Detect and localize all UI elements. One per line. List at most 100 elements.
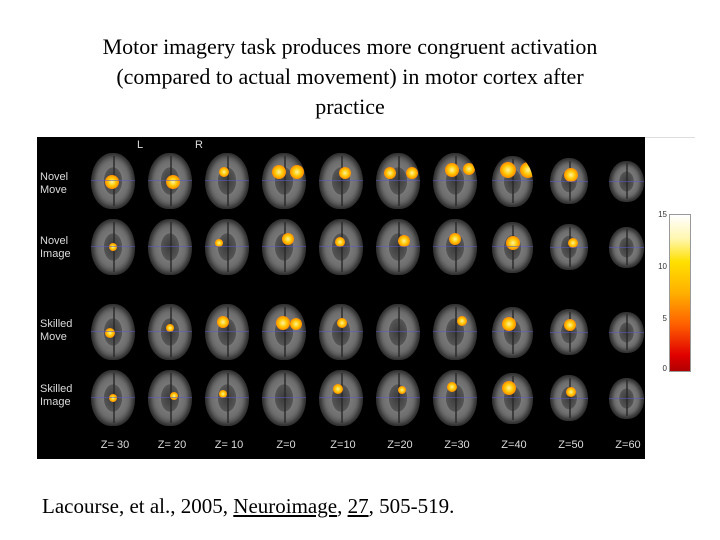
brain-slice bbox=[608, 377, 644, 419]
activation-blob bbox=[505, 235, 520, 250]
activation-blob bbox=[449, 233, 461, 245]
activation-blob bbox=[276, 316, 290, 330]
activation-blob bbox=[335, 237, 345, 247]
colorbar-gradient bbox=[669, 214, 691, 372]
brain-slice bbox=[91, 219, 135, 275]
brain-slice bbox=[608, 311, 644, 353]
citation-sep: , bbox=[368, 494, 380, 518]
activation-blob bbox=[109, 243, 117, 251]
brain-slice bbox=[433, 304, 477, 360]
colorbar: 15 10 5 0 bbox=[645, 137, 695, 376]
row-label-line: Skilled bbox=[40, 318, 73, 330]
citation-journal: Neuroimage bbox=[233, 494, 338, 518]
activation-blob bbox=[398, 386, 406, 394]
brain-slice bbox=[91, 304, 135, 360]
brain-slice bbox=[319, 304, 363, 360]
activation-blob bbox=[166, 175, 180, 189]
brain-slice bbox=[550, 309, 588, 355]
activation-blob bbox=[219, 390, 227, 398]
activation-blob bbox=[290, 165, 304, 179]
activation-blob bbox=[519, 161, 533, 178]
z-label: Z=60 bbox=[615, 439, 641, 451]
brain-slice bbox=[376, 219, 420, 275]
activation-blob bbox=[282, 233, 294, 245]
activation-blob bbox=[105, 328, 115, 338]
z-label: Z=30 bbox=[444, 439, 470, 451]
brain-slice bbox=[319, 153, 363, 209]
brain-slice bbox=[550, 158, 588, 204]
brain-slice bbox=[262, 370, 306, 426]
activation-blob bbox=[568, 238, 578, 248]
activation-blob bbox=[339, 167, 351, 179]
brain-slice bbox=[376, 370, 420, 426]
brain-slice bbox=[608, 226, 644, 268]
brain-slice bbox=[319, 370, 363, 426]
brain-slice bbox=[376, 304, 420, 360]
activation-blob bbox=[219, 167, 229, 177]
brain-slice bbox=[491, 306, 533, 358]
row-label-line: Image bbox=[40, 248, 71, 260]
brain-slice bbox=[491, 221, 533, 273]
z-label: Z=50 bbox=[558, 439, 584, 451]
row-label-line: Skilled bbox=[40, 383, 73, 395]
activation-blob bbox=[384, 167, 396, 179]
z-label: Z= 20 bbox=[157, 439, 187, 451]
colorbar-tick: 5 bbox=[662, 314, 667, 323]
brain-slice bbox=[433, 219, 477, 275]
brain-slice bbox=[319, 219, 363, 275]
activation-blob bbox=[457, 316, 467, 326]
activation-blob bbox=[499, 161, 516, 178]
activation-blob bbox=[290, 318, 302, 330]
citation-sep: , bbox=[337, 494, 348, 518]
row-label-skilled-move: Skilled Move bbox=[40, 318, 88, 344]
z-label: Z=20 bbox=[387, 439, 413, 451]
citation-pages: 505-519. bbox=[379, 494, 455, 518]
colorbar-tick: 10 bbox=[658, 262, 667, 271]
brain-slice bbox=[433, 370, 477, 426]
row-label-novel-move: Novel Move bbox=[40, 171, 88, 197]
activation-blob bbox=[166, 324, 174, 332]
activation-blob bbox=[564, 319, 576, 331]
brain-slice bbox=[148, 304, 192, 360]
brain-slice bbox=[148, 153, 192, 209]
brain-slice bbox=[262, 219, 306, 275]
brain-slice bbox=[91, 370, 135, 426]
brain-slice bbox=[262, 153, 306, 209]
slide-title: Motor imagery task produces more congrue… bbox=[60, 32, 640, 122]
brain-slice bbox=[205, 370, 249, 426]
colorbar-tick: 0 bbox=[662, 364, 667, 373]
activation-blob bbox=[337, 318, 347, 328]
brain-slice bbox=[491, 372, 533, 424]
citation: Lacourse, et al., 2005, Neuroimage, 27, … bbox=[42, 494, 454, 519]
activation-blob bbox=[564, 168, 578, 182]
activation-blob bbox=[406, 167, 418, 179]
activation-blob bbox=[566, 387, 576, 397]
z-label: Z=40 bbox=[501, 439, 527, 451]
left-hemisphere-label: L bbox=[137, 139, 144, 151]
z-label: Z=0 bbox=[276, 439, 296, 451]
activation-blob bbox=[398, 235, 410, 247]
brain-slice bbox=[376, 153, 420, 209]
brain-slice bbox=[262, 304, 306, 360]
fmri-figure: L R Novel Move Novel Image Skilled Move … bbox=[37, 137, 645, 459]
row-label-skilled-image: Skilled Image bbox=[40, 383, 88, 409]
row-label-novel-image: Novel Image bbox=[40, 235, 88, 261]
brain-slice bbox=[608, 160, 644, 202]
brain-slice bbox=[205, 304, 249, 360]
row-label-line: Move bbox=[40, 331, 67, 343]
activation-blob bbox=[105, 175, 119, 189]
activation-blob bbox=[170, 392, 178, 400]
activation-blob bbox=[501, 316, 516, 331]
colorbar-tick: 15 bbox=[658, 210, 667, 219]
title-line-2: (compared to actual movement) in motor c… bbox=[116, 64, 584, 89]
activation-blob bbox=[333, 384, 343, 394]
title-line-3: practice bbox=[315, 94, 385, 119]
row-label-line: Move bbox=[40, 184, 67, 196]
citation-authors: Lacourse, et al., 2005, bbox=[42, 494, 234, 518]
brain-slice bbox=[550, 375, 588, 421]
title-line-1: Motor imagery task produces more congrue… bbox=[102, 34, 598, 59]
brain-slice bbox=[148, 219, 192, 275]
right-hemisphere-label: R bbox=[195, 139, 203, 151]
activation-blob bbox=[447, 382, 457, 392]
row-label-line: Novel bbox=[40, 235, 69, 247]
